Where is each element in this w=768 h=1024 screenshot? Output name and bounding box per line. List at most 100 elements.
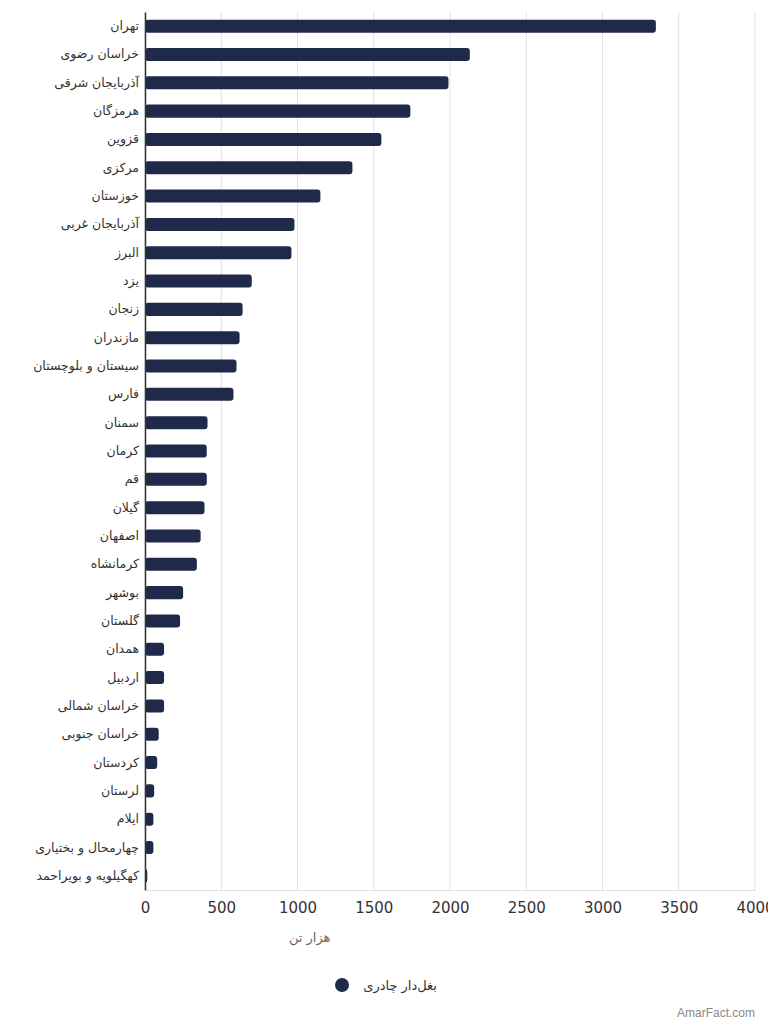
y-tick-label: خراسان شمالی: [58, 698, 139, 714]
y-tick: خوزستان: [92, 188, 145, 204]
y-tick: آذربایجان شرقی: [54, 75, 145, 91]
x-tick-label: 2000: [431, 899, 469, 917]
bar: [145, 246, 291, 259]
y-tick: هرمزگان: [93, 103, 145, 119]
y-tick-label: هرمزگان: [93, 103, 139, 119]
x-tick-label: 0: [141, 899, 151, 917]
y-tick-label: کهگیلویه و بویراحمد: [37, 868, 139, 884]
y-tick: اردبیل: [107, 670, 145, 686]
y-tick: بوشهر: [105, 585, 145, 601]
y-tick-label: مازندران: [94, 330, 139, 346]
bar: [145, 331, 240, 344]
source: AmarFact.com: [677, 1006, 755, 1020]
x-axis-line: [146, 890, 756, 891]
x-tick: 1000: [279, 890, 317, 917]
x-tick-label: 3500: [660, 899, 698, 917]
y-tick: لرستان: [101, 783, 145, 799]
legend: بغل‌دار چادری: [335, 978, 437, 994]
legend-marker: [335, 978, 349, 992]
x-tick-label: 1500: [355, 899, 393, 917]
y-tick-label: آذربایجان شرقی: [54, 75, 139, 91]
x-axis: 0 500 1000 1500 2000 2500 3000 3500 4000: [141, 890, 768, 917]
y-tick-label: تهران: [110, 18, 139, 34]
y-tick: سیستان و بلوچستان: [33, 358, 145, 374]
bar: [145, 20, 656, 33]
bar: [145, 444, 207, 457]
y-tick: یزد: [123, 273, 145, 289]
grid: [145, 12, 755, 890]
y-tick: کهگیلویه و بویراحمد: [37, 868, 145, 884]
y-tick-label: ایلام: [117, 811, 139, 826]
y-tick: گیلان: [113, 500, 145, 515]
y-tick: تهران: [110, 18, 145, 34]
y-tick: کردستان: [93, 755, 145, 771]
y-axis: تهران خراسان رضوی آذربایجان شرقی هرمزگان قزو…: [33, 13, 145, 891]
y-axis-line: [145, 13, 147, 891]
x-tick: 3000: [584, 890, 622, 917]
x-tick-label: 4000: [736, 899, 768, 917]
y-tick-label: کردستان: [93, 755, 139, 771]
y-tick: خراسان جنوبی: [62, 726, 145, 742]
bar: [145, 190, 320, 203]
x-tick: 2000: [431, 890, 469, 917]
bar: [145, 303, 243, 316]
bar: [145, 388, 233, 401]
bar: [145, 643, 164, 656]
x-tick: 2500: [508, 890, 546, 917]
y-tick: اصفهان: [100, 528, 145, 544]
x-tick-label: 500: [207, 899, 236, 917]
bar: [145, 614, 180, 627]
y-tick: مازندران: [94, 330, 145, 346]
bar: [145, 133, 381, 146]
y-tick-label: اردبیل: [107, 670, 139, 686]
x-axis-title: هزار تن: [289, 930, 331, 946]
grid-line: [755, 12, 756, 890]
y-tick: خراسان شمالی: [58, 698, 145, 714]
x-tick-label: 3000: [584, 899, 622, 917]
y-tick-label: زنجان: [108, 301, 139, 317]
bar: [145, 699, 164, 712]
y-tick-label: آذربایجان غربی: [61, 216, 140, 232]
y-tick-label: مرکزی: [103, 160, 139, 176]
y-tick: خراسان رضوی: [61, 46, 145, 62]
y-tick-label: بوشهر: [105, 585, 139, 601]
bar: [145, 161, 352, 174]
y-tick: چهارمحال و بختیاری: [35, 840, 145, 856]
x-tick: 3500: [660, 890, 698, 917]
bar: [145, 813, 153, 826]
y-tick: گلستان: [101, 613, 145, 628]
y-tick-label: سیستان و بلوچستان: [33, 358, 139, 374]
bar: [145, 728, 159, 741]
bars: [145, 20, 656, 883]
y-tick-label: گیلان: [113, 500, 139, 515]
y-tick-label: اصفهان: [100, 528, 139, 544]
y-tick-label: خوزستان: [92, 188, 139, 204]
grid-line: [450, 12, 451, 890]
bar: [145, 473, 207, 486]
bar: [145, 76, 448, 89]
bar: [145, 501, 204, 514]
plot: 0 500 1000 1500 2000 2500 3000 3500 4000 تهران خرا…: [33, 12, 768, 917]
bar: [145, 671, 164, 684]
y-tick-label: گلستان: [101, 613, 139, 628]
y-tick: قزوین: [107, 131, 145, 147]
bar: [145, 558, 197, 571]
y-tick-label: قم: [125, 471, 139, 487]
y-tick-label: همدان: [106, 641, 139, 656]
bar: [145, 275, 252, 288]
bar: [145, 784, 154, 797]
y-tick: قم: [125, 471, 145, 487]
y-tick: فارس: [108, 386, 145, 402]
bar: [145, 756, 157, 769]
y-tick-label: البرز: [114, 245, 139, 261]
y-tick-label: خراسان جنوبی: [62, 726, 139, 742]
grid-line: [602, 12, 603, 890]
x-tick-label: 2500: [508, 899, 546, 917]
x-tick: 1500: [355, 890, 393, 917]
y-tick: ایلام: [117, 811, 145, 826]
y-tick-label: چهارمحال و بختیاری: [35, 840, 139, 856]
bar: [145, 416, 208, 429]
bar: [145, 586, 183, 599]
y-tick: همدان: [106, 641, 145, 656]
y-tick: البرز: [114, 245, 145, 261]
